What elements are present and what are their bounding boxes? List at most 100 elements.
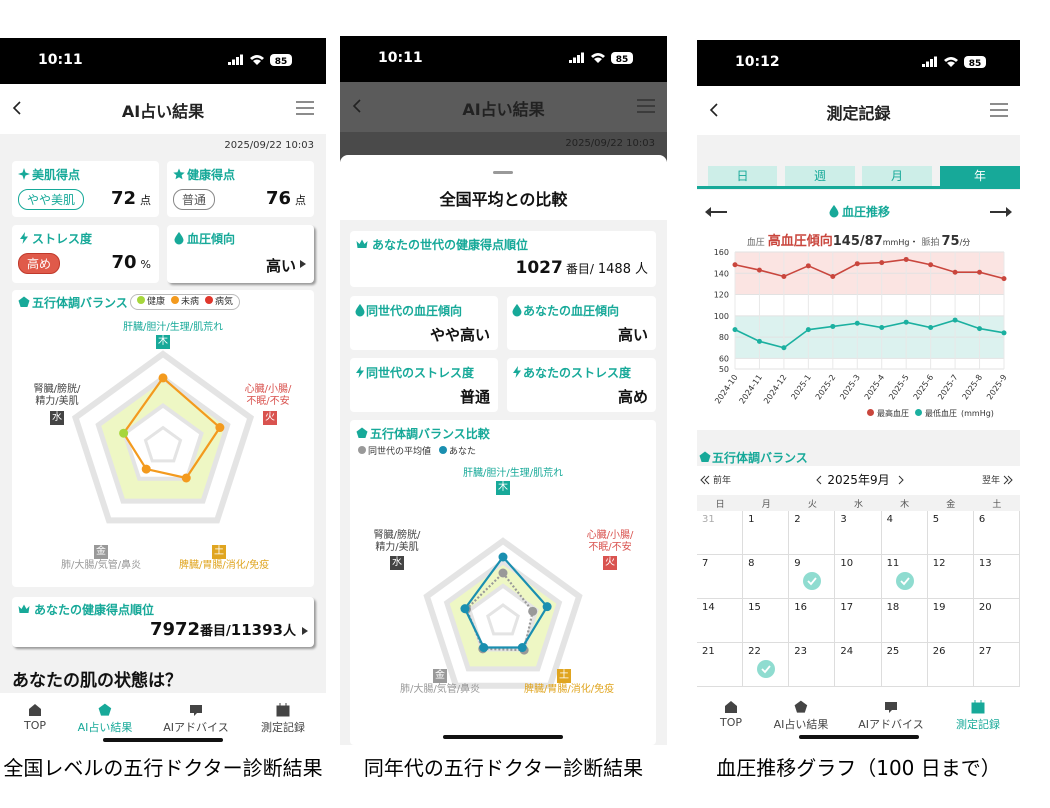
day-cell[interactable]: 3 [835, 511, 882, 555]
wifi-icon [591, 53, 605, 63]
battery [611, 52, 633, 64]
nav-item[interactable]: AI占い結果 [773, 718, 829, 731]
icon-shape [20, 232, 28, 244]
day-number: 31 [702, 514, 715, 525]
day-cell[interactable]: 4 [881, 511, 928, 555]
day-cell[interactable]: 18 [881, 599, 928, 643]
nav-item[interactable]: AIアドバイス [858, 718, 924, 731]
series-point [805, 327, 811, 333]
value-number: 高い [265, 257, 296, 275]
nav-item[interactable]: TOP [719, 716, 742, 729]
day-cell[interactable]: 22 [743, 643, 790, 687]
element-label: 肺/大腸/気管/鼻炎 [400, 684, 481, 695]
legend-dot [137, 296, 145, 304]
day-cell[interactable]: 25 [881, 643, 928, 687]
element-label: 腎臓/膀胱/精力/美肌 [33, 384, 81, 407]
series-point [903, 256, 909, 262]
day-cell[interactable]: 26 [927, 643, 974, 687]
y-tick-label: 120 [714, 291, 729, 300]
element-label: 脾臓/胃腸/消化/免疫 [179, 560, 270, 571]
day-number: 8 [748, 558, 755, 569]
period-tab[interactable]: 年 [940, 166, 1020, 186]
next-year-icon [1003, 475, 1013, 485]
day-cell[interactable]: 23 [789, 643, 836, 687]
day-cell[interactable]: 27 [973, 643, 1020, 687]
day-cell[interactable]: 9 [789, 555, 836, 599]
home-indicator [103, 738, 223, 742]
icon-crown [356, 239, 368, 248]
day-cell[interactable]: 19 [927, 599, 974, 643]
legend-label: 健康 [147, 297, 166, 307]
compare-card: あなたのストレス度 高め [507, 358, 656, 412]
icon-pent [18, 296, 30, 307]
icon-shape [18, 168, 30, 180]
nav-item[interactable]: TOP [23, 719, 46, 732]
caption: 全国レベルの五行ドクター診断結果 [3, 756, 323, 780]
weekday: 日 [715, 500, 725, 510]
score-card: 美肌得点 やや美肌 72 点 [12, 161, 159, 217]
day-cell[interactable]: 14 [697, 599, 744, 643]
day-cell[interactable]: 31 [697, 511, 744, 555]
day-number: 26 [932, 646, 946, 657]
day-number: 12 [932, 558, 946, 569]
ranking-card[interactable]: あなたの健康得点順位 7972番目/11393人 [12, 597, 314, 647]
card-label: あなたのストレス度 [523, 366, 632, 380]
day-number: 22 [748, 646, 761, 657]
signal-bar [232, 59, 235, 65]
element-label: 心臓/小腸/不眠/不安 [586, 530, 634, 553]
nav-item[interactable]: 測定記録 [261, 721, 305, 734]
day-cell[interactable]: 15 [743, 599, 790, 643]
radar-point [479, 643, 489, 653]
legend-dot [205, 296, 214, 304]
element-icon: 金 [94, 545, 108, 559]
nav-icon [98, 703, 112, 716]
icon-shape [356, 239, 368, 248]
period-tab[interactable]: 週 [785, 166, 855, 186]
day-cell[interactable]: 16 [789, 599, 836, 643]
day-cell[interactable]: 12 [927, 555, 974, 599]
day-cell[interactable]: 5 [927, 511, 974, 555]
nav-item[interactable]: 測定記録 [956, 718, 1000, 731]
status-bar: 10:11 85 [340, 36, 667, 82]
calendar-nav-icons [700, 475, 1013, 485]
day-cell[interactable]: 17 [835, 599, 882, 643]
nav-item[interactable]: AIアドバイス [163, 721, 229, 734]
day-cell[interactable]: 24 [835, 643, 882, 687]
legend-dot [439, 446, 448, 454]
day-number: 23 [794, 646, 808, 657]
element-icon: 金 [433, 669, 447, 683]
period-tab[interactable]: 月 [862, 166, 932, 186]
check-circle [803, 572, 822, 590]
day-cell[interactable]: 13 [973, 555, 1020, 599]
day-cell[interactable]: 7 [697, 555, 744, 599]
day-cell[interactable]: 21 [697, 643, 744, 687]
day-cell[interactable]: 20 [973, 599, 1020, 643]
icon-bolt [20, 232, 28, 244]
total: 11393 [230, 621, 283, 639]
nav-icon [29, 704, 41, 716]
period-tab[interactable]: 日 [708, 166, 777, 186]
prev-year[interactable]: 前年 [713, 476, 732, 486]
day-cell[interactable]: 6 [973, 511, 1020, 555]
day-cell[interactable]: 10 [835, 555, 882, 599]
day-number: 20 [978, 602, 992, 613]
next-year[interactable]: 翌年 [981, 476, 1000, 486]
radar-point [158, 373, 168, 383]
icon-shape [699, 451, 711, 462]
x-tick-label: 2025-6 [912, 373, 936, 401]
day-cell[interactable]: 1 [743, 511, 790, 555]
series-point [854, 261, 860, 267]
header-icons [709, 103, 1008, 117]
day-cell[interactable]: 2 [789, 511, 836, 555]
header-title: AI占い結果 [121, 102, 205, 121]
arrow [300, 260, 306, 268]
day-cell[interactable]: 8 [743, 555, 790, 599]
day-cell[interactable]: 11 [881, 555, 928, 599]
icon-drop [355, 304, 365, 317]
total-unit: 人 [634, 262, 648, 277]
score-card[interactable]: 血圧傾向 高い [167, 225, 314, 283]
datetime: 2025/09/22 10:03 [565, 138, 655, 149]
calendar-title: 五行体調バランス [712, 451, 808, 465]
nav-item[interactable]: AI占い結果 [77, 721, 133, 734]
